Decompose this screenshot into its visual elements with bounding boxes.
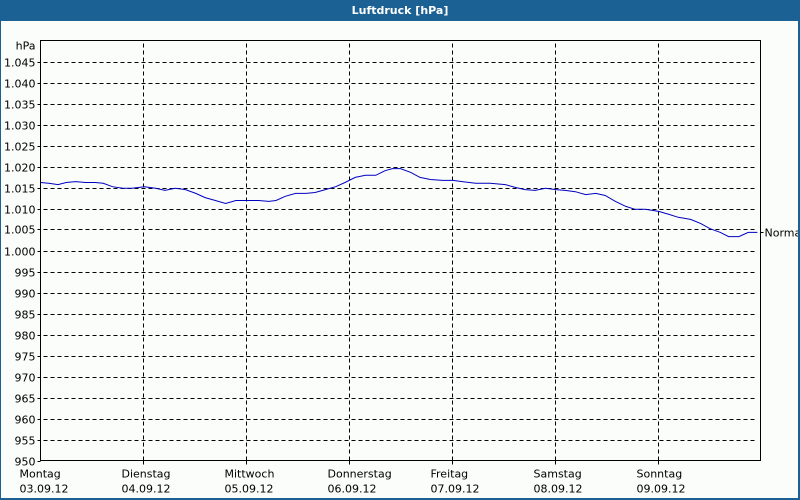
y-tick-label: 985 bbox=[15, 309, 36, 322]
x-tick-day: Dienstag bbox=[122, 468, 171, 481]
x-tick-day: Sonntag bbox=[637, 468, 683, 481]
window-title: Luftdruck [hPa] bbox=[0, 0, 800, 21]
y-tick-label: 965 bbox=[15, 393, 36, 406]
x-tick-date: 09.09.12 bbox=[637, 483, 686, 496]
grid-lines bbox=[43, 43, 758, 461]
x-tick-date: 08.09.12 bbox=[534, 483, 583, 496]
y-tick-label: 1.035 bbox=[4, 99, 36, 112]
y-tick-label: 950 bbox=[15, 456, 36, 469]
y-tick-label: 1.000 bbox=[4, 246, 36, 259]
normal-label: Normal bbox=[765, 227, 799, 240]
y-tick-label: 955 bbox=[15, 435, 36, 448]
x-tick-date: 05.09.12 bbox=[225, 483, 274, 496]
y-tick-label: 990 bbox=[15, 288, 36, 301]
y-tick-label: 975 bbox=[15, 351, 36, 364]
y-tick-label: 1.005 bbox=[4, 224, 36, 237]
x-tick-day: Donnerstag bbox=[328, 468, 392, 481]
y-tick-label: 995 bbox=[15, 267, 36, 280]
x-tick-day: Samstag bbox=[534, 468, 582, 481]
y-tick-label: 1.010 bbox=[4, 204, 36, 217]
x-tick-day: Mittwoch bbox=[225, 468, 275, 481]
x-tick-date: 04.09.12 bbox=[122, 483, 171, 496]
y-tick-label: 1.025 bbox=[4, 141, 36, 154]
pressure-line bbox=[40, 168, 758, 238]
y-axis: 950 955 960 965 970 975 980 985 990 995 1.000 1.005… bbox=[4, 40, 41, 469]
normal-marker: Normal bbox=[760, 227, 799, 240]
x-tick-day: Freitag bbox=[431, 468, 469, 481]
y-tick-label: 1.045 bbox=[4, 57, 36, 70]
y-tick-label: 1.015 bbox=[4, 183, 36, 196]
y-tick-label: 1.040 bbox=[4, 78, 36, 91]
y-tick-label: 1.020 bbox=[4, 162, 36, 175]
y-tick-label: 980 bbox=[15, 330, 36, 343]
chart-area: 950 955 960 965 970 975 980 985 990 995 1.000 1.005… bbox=[1, 21, 798, 498]
x-tick-day: Montag bbox=[20, 468, 61, 481]
y-axis-unit: hPa bbox=[16, 40, 36, 53]
x-axis: Montag 03.09.12 Dienstag 04.09.12 Mittwoch 05… bbox=[20, 460, 686, 496]
y-tick-label: 970 bbox=[15, 372, 36, 385]
plot-frame bbox=[40, 40, 761, 461]
pressure-chart: 950 955 960 965 970 975 980 985 990 995 1.000 1.005… bbox=[4, 40, 799, 496]
x-tick-date: 07.09.12 bbox=[431, 483, 480, 496]
y-tick-label: 1.030 bbox=[4, 120, 36, 133]
x-tick-date: 06.09.12 bbox=[328, 483, 377, 496]
y-tick-label: 960 bbox=[15, 414, 36, 427]
x-tick-date: 03.09.12 bbox=[20, 483, 69, 496]
